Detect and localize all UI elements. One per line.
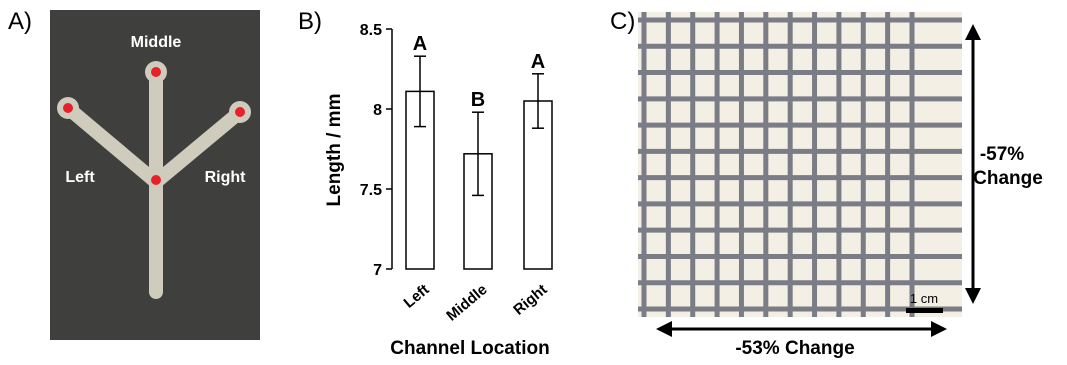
middle-dot bbox=[151, 67, 161, 77]
y-tick-label: 7.5 bbox=[360, 182, 382, 199]
vertical-change-word: Change bbox=[973, 168, 1043, 189]
label-middle: Middle bbox=[131, 34, 182, 51]
panel-b-label: B) bbox=[298, 8, 322, 35]
label-right: Right bbox=[205, 169, 247, 186]
channel-photo: Middle Left Right bbox=[50, 10, 260, 340]
arrow-down-icon bbox=[965, 288, 981, 304]
y-tick-label: 8 bbox=[373, 102, 382, 119]
panel-a-label: A) bbox=[8, 8, 32, 35]
significance-letter: A bbox=[413, 33, 427, 55]
bars: A B A bbox=[405, 33, 553, 270]
x-tick-label: Left bbox=[401, 281, 433, 312]
y-axis-label: Length / mm bbox=[324, 94, 345, 207]
significance-letter: A bbox=[531, 51, 545, 73]
x-tick-labels: Left Middle Right bbox=[401, 281, 551, 325]
y-ticks: 7 7.5 8 8.5 bbox=[360, 22, 392, 279]
y-tick-label: 8.5 bbox=[360, 22, 382, 39]
horizontal-change: -53% Change bbox=[735, 338, 854, 359]
arrow-up-icon bbox=[965, 24, 981, 40]
grid-lines bbox=[638, 12, 962, 317]
bar-right bbox=[523, 100, 553, 270]
scale-bar-label: 1 cm bbox=[910, 291, 938, 306]
x-axis-label: Channel Location bbox=[390, 338, 549, 359]
left-dot bbox=[63, 103, 73, 113]
scale-bar bbox=[906, 308, 943, 313]
right-dot bbox=[235, 107, 245, 117]
x-tick-label: Middle bbox=[443, 281, 490, 325]
significance-letter: B bbox=[471, 89, 485, 111]
label-left: Left bbox=[65, 169, 95, 186]
vertical-change-pct: -57% bbox=[980, 144, 1024, 165]
x-tick-label: Right bbox=[510, 281, 550, 319]
y-tick-label: 7 bbox=[373, 262, 382, 279]
bar-chart: 7 7.5 8 8.5 A B A Left Middle Right Length / mm… bbox=[300, 0, 600, 360]
arrow-right-icon bbox=[931, 321, 947, 337]
panel-c-label: C) bbox=[610, 8, 636, 35]
arrow-left-icon bbox=[656, 321, 672, 337]
junction-dot bbox=[151, 175, 161, 185]
grid-photo-panel: -57% Change -53% Change 1 cm bbox=[600, 0, 1067, 360]
